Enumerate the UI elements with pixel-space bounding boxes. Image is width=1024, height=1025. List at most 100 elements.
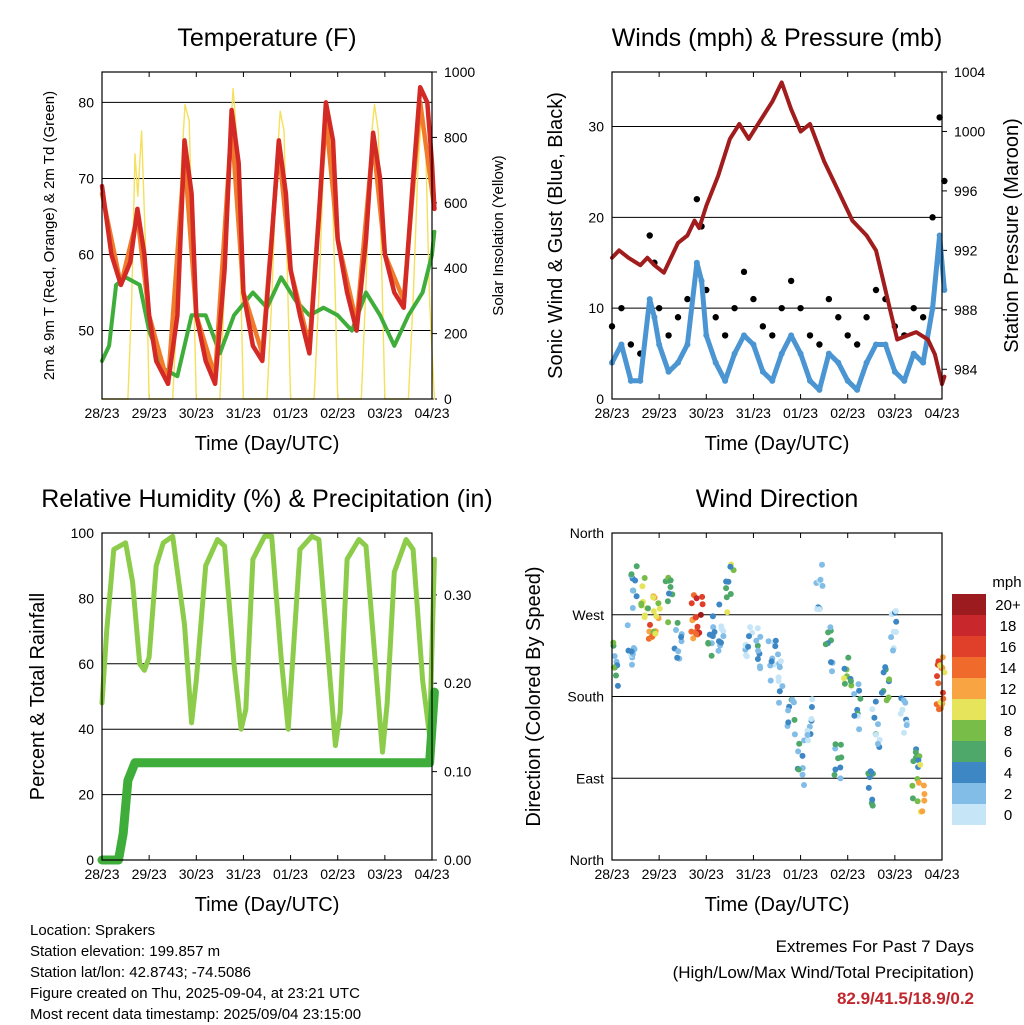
sonic-point [741, 332, 747, 339]
legend-swatch [952, 699, 986, 720]
x-axis-label: Time (Day/UTC) [705, 894, 850, 915]
x-tick-label: 31/23 [736, 866, 771, 882]
direction-point [645, 605, 651, 612]
y-tick-label: North [570, 525, 604, 541]
direction-point [639, 583, 646, 590]
gust-point [941, 177, 948, 185]
direction-point [909, 795, 916, 802]
x-tick-label: 28/23 [84, 866, 119, 882]
y-tick-label: 70 [78, 170, 94, 186]
y2-tick-label: 0.30 [444, 587, 471, 603]
legend-swatch [952, 804, 986, 825]
direction-point [753, 637, 760, 644]
y-tick-label: 80 [78, 94, 94, 110]
direction-point [767, 677, 774, 684]
y2-tick-label: 992 [954, 242, 978, 258]
x-tick-label: 29/23 [642, 405, 677, 421]
legend-label: 10 [1000, 702, 1017, 719]
gust-point [910, 304, 917, 312]
direction-point [921, 791, 928, 797]
series-sonic [609, 233, 947, 393]
direction-point [693, 630, 700, 637]
gust-point [929, 214, 936, 221]
direction-point [666, 590, 672, 597]
y2-tick-label: 1000 [444, 64, 475, 80]
direction-point [899, 706, 906, 713]
direction-point [856, 726, 863, 733]
direction-point [893, 618, 900, 625]
y2-tick-label: 600 [444, 195, 468, 211]
direction-point [851, 712, 858, 719]
direction-point [912, 749, 919, 756]
direction-point [882, 664, 889, 671]
direction-point [789, 696, 796, 703]
direction-point [667, 584, 674, 590]
direction-point [808, 704, 815, 710]
direction-point [718, 625, 725, 632]
direction-point [939, 689, 946, 696]
direction-point [837, 775, 844, 782]
x-tick-label: 31/23 [226, 405, 261, 421]
panel-title: Temperature (F) [177, 24, 356, 52]
direction-point [678, 634, 685, 640]
gust-point [806, 332, 814, 339]
sonic-point [712, 359, 719, 366]
direction-point [633, 593, 640, 600]
direction-point [914, 798, 921, 805]
plot-frame [611, 532, 943, 861]
direction-point [754, 642, 761, 649]
series-t2m [99, 84, 437, 387]
x-tick-label: 29/23 [132, 405, 167, 421]
direction-point [841, 680, 848, 687]
panel-title: Wind Direction [696, 485, 859, 513]
x-tick-label: 04/23 [924, 866, 959, 882]
direction-point [941, 669, 948, 676]
y-tick-label: 40 [78, 721, 94, 737]
direction-point [754, 656, 761, 662]
direction-point [667, 577, 674, 584]
direction-point [653, 613, 660, 620]
x-tick-label: 01/23 [783, 405, 818, 421]
sonic-point [835, 359, 842, 366]
gust-point [693, 195, 701, 203]
direction-point [785, 719, 792, 726]
y-axis-label: Sonic Wind & Gust (Blue, Black) [545, 92, 567, 379]
direction-point [919, 808, 926, 815]
x-tick-label: 01/23 [273, 866, 308, 882]
panel-title: Winds (mph) & Pressure (mb) [612, 24, 943, 52]
y-tick-label: 20 [78, 787, 94, 803]
direction-point [613, 672, 619, 679]
direction-point [664, 598, 671, 605]
gust-point [844, 332, 851, 339]
legend-label: 18 [1000, 618, 1017, 635]
plot-frame [101, 71, 433, 400]
direction-point [936, 706, 942, 713]
direction-point [757, 633, 764, 640]
direction-point [772, 637, 779, 644]
direction-point [851, 691, 858, 697]
plot-frame [611, 71, 943, 400]
x-tick-label: 29/23 [132, 866, 167, 882]
gust-point [825, 295, 833, 303]
sonic-point [882, 341, 889, 348]
x-tick-label: 30/23 [689, 866, 724, 882]
direction-point [847, 678, 854, 685]
direction-point [828, 659, 834, 666]
gust-point [863, 314, 870, 321]
y-tick-label: 60 [78, 656, 94, 672]
x-tick-label: 30/23 [689, 405, 724, 421]
sonic-point [941, 287, 948, 293]
sonic-point [656, 341, 663, 348]
legend-title: mph [992, 574, 1021, 591]
direction-point [871, 714, 878, 721]
direction-point [856, 687, 863, 694]
sonic-point [901, 377, 908, 384]
direction-point [825, 629, 832, 636]
y-tick-label: West [572, 607, 604, 623]
direction-point [801, 782, 807, 788]
direction-point [757, 665, 764, 672]
series-pressure [610, 80, 947, 387]
direction-point [665, 619, 672, 626]
direction-point [675, 648, 682, 655]
direction-point [629, 605, 636, 611]
